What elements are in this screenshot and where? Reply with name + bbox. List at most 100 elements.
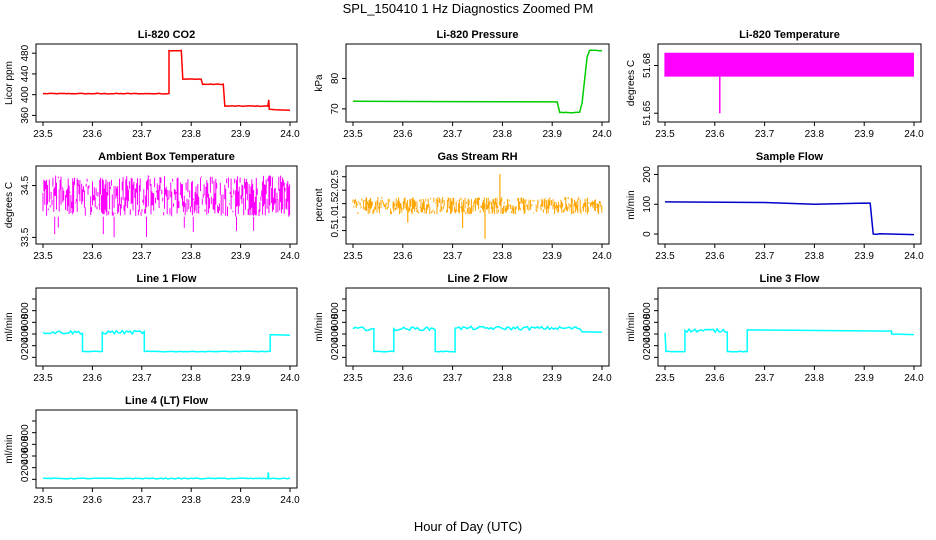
y-tick-label: 600 <box>330 314 341 331</box>
y-tick-label: 33.5 <box>20 227 31 247</box>
x-tick-label: 23.6 <box>393 373 413 384</box>
y-tick-label: 200 <box>642 337 653 354</box>
x-tick-label: 24.0 <box>592 373 612 384</box>
y-tick-label: 400 <box>642 325 653 342</box>
y-tick-label: 200 <box>20 337 31 354</box>
x-tick-label: 23.5 <box>33 129 53 140</box>
y-tick-label: 0.5 <box>330 223 341 237</box>
x-tick-label: 23.5 <box>655 251 675 262</box>
x-tick-label: 23.9 <box>854 129 874 140</box>
series-line <box>42 175 291 238</box>
x-tick-label: 23.9 <box>231 495 251 506</box>
plot-frame <box>345 287 610 367</box>
y-tick-label: 2.5 <box>330 169 341 183</box>
x-tick-label: 23.7 <box>443 373 463 384</box>
y-tick-label: 400 <box>20 86 31 103</box>
y-axis-label: ml/min <box>4 312 15 341</box>
series-line <box>664 201 915 236</box>
x-tick-label: 23.8 <box>493 129 513 140</box>
y-axis-label: degrees C <box>4 182 15 228</box>
x-tick-label: 24.0 <box>592 129 612 140</box>
x-tick-label: 24.0 <box>904 251 924 262</box>
y-tick-label: 2.0 <box>330 183 341 197</box>
panel-line3: Line 3 Flow ml/min 23.5 23.6 23.7 23.8 23.9 24.… <box>626 273 924 384</box>
panel-box_temp: Ambient Box Temperature degrees C 23.5 23.6… <box>4 151 300 262</box>
x-tick-label: 24.0 <box>280 373 300 384</box>
x-tick-label: 23.9 <box>854 373 874 384</box>
x-tick-label: 23.6 <box>705 251 725 262</box>
y-tick-label: 0 <box>20 354 31 360</box>
x-tick-label: 23.6 <box>83 495 103 506</box>
panel-title: Ambient Box Temperature <box>98 151 235 163</box>
x-tick-label: 23.5 <box>33 495 53 506</box>
x-tick-label: 23.7 <box>755 129 775 140</box>
y-tick-label: 0 <box>330 354 341 360</box>
x-axis-label: Hour of Day (UTC) <box>413 519 523 534</box>
panel-rh: Gas Stream RH percent 23.5 23.6 23.7 23.8 23.9… <box>314 151 612 262</box>
x-tick-label: 23.6 <box>83 251 103 262</box>
x-tick-label: 23.5 <box>33 373 53 384</box>
y-tick-label: 80 <box>330 72 341 84</box>
figure-title: SPL_150410 1 Hz Diagnostics Zoomed PM <box>342 1 594 16</box>
y-tick-label: 360 <box>20 107 31 124</box>
x-tick-label: 23.8 <box>805 373 825 384</box>
x-tick-label: 23.9 <box>542 373 562 384</box>
x-tick-label: 24.0 <box>592 251 612 262</box>
panel-line4: Line 4 (LT) Flow ml/min 23.5 23.6 23.7 23.8 23… <box>4 395 300 506</box>
y-tick-label: 600 <box>642 314 653 331</box>
x-tick-label: 23.6 <box>83 373 103 384</box>
y-tick-label: 400 <box>20 325 31 342</box>
panel-line2: Line 2 Flow ml/min 23.5 23.6 23.7 23.8 23.9 24.… <box>314 273 612 384</box>
x-tick-label: 24.0 <box>280 251 300 262</box>
y-tick-label: 0 <box>642 231 653 237</box>
y-axis-label: ml/min <box>626 190 637 219</box>
x-tick-label: 23.5 <box>33 251 53 262</box>
plot-frame <box>35 43 298 123</box>
y-tick-label: 480 <box>20 44 31 61</box>
panel-title: Line 2 Flow <box>448 273 508 285</box>
x-tick-label: 23.6 <box>83 129 103 140</box>
x-tick-label: 23.7 <box>132 251 152 262</box>
panel-title: Li-820 Pressure <box>437 29 519 41</box>
x-tick-label: 23.5 <box>343 129 363 140</box>
x-tick-label: 23.7 <box>755 373 775 384</box>
x-tick-label: 23.7 <box>132 373 152 384</box>
x-tick-label: 23.7 <box>755 251 775 262</box>
y-tick-label: 100 <box>642 195 653 212</box>
x-tick-label: 23.7 <box>443 129 463 140</box>
y-tick-label: 800 <box>330 302 341 319</box>
series-line <box>42 49 291 111</box>
y-axis-label: percent <box>314 188 325 222</box>
panel-title: Sample Flow <box>756 151 824 163</box>
y-tick-label: 34.5 <box>20 175 31 195</box>
x-tick-label: 23.7 <box>132 129 152 140</box>
y-axis-label: ml/min <box>626 312 637 341</box>
x-tick-label: 23.9 <box>231 129 251 140</box>
series-line <box>664 327 915 353</box>
plot-frame <box>35 165 298 245</box>
y-tick-label: 400 <box>330 325 341 342</box>
series-line <box>42 329 291 353</box>
y-tick-label: 800 <box>20 302 31 319</box>
y-axis-label: degrees C <box>626 60 637 106</box>
x-tick-label: 23.9 <box>231 373 251 384</box>
x-tick-label: 24.0 <box>904 373 924 384</box>
x-tick-label: 23.6 <box>705 129 725 140</box>
x-tick-label: 23.8 <box>805 129 825 140</box>
panel-title: Line 1 Flow <box>137 273 197 285</box>
x-tick-label: 23.6 <box>705 373 725 384</box>
x-tick-label: 23.9 <box>542 251 562 262</box>
y-tick-label: 600 <box>20 314 31 331</box>
x-tick-label: 24.0 <box>280 129 300 140</box>
y-axis-label: ml/min <box>314 312 325 341</box>
y-tick-label: 400 <box>20 447 31 464</box>
x-tick-label: 23.8 <box>493 251 513 262</box>
plot-frame <box>345 43 610 123</box>
x-tick-label: 23.7 <box>132 495 152 506</box>
x-tick-label: 24.0 <box>280 495 300 506</box>
series-line <box>352 49 603 114</box>
series-line <box>352 197 603 215</box>
x-tick-label: 23.6 <box>393 129 413 140</box>
plot-frame <box>345 165 610 245</box>
